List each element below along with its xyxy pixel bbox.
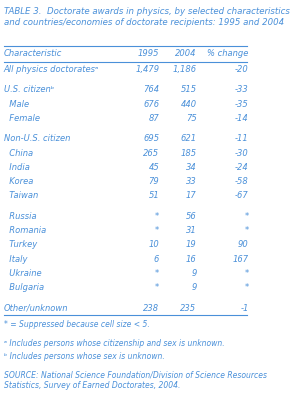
Text: *: * bbox=[155, 269, 159, 278]
Text: 90: 90 bbox=[238, 240, 249, 249]
Text: 33: 33 bbox=[186, 177, 196, 186]
Text: 764: 764 bbox=[143, 86, 159, 94]
Text: 2004: 2004 bbox=[175, 49, 196, 59]
Text: 621: 621 bbox=[180, 135, 196, 143]
Text: * = Suppressed because cell size < 5.: * = Suppressed because cell size < 5. bbox=[4, 320, 150, 329]
Text: Italy: Italy bbox=[4, 255, 27, 263]
Text: Female: Female bbox=[4, 114, 40, 123]
Text: 235: 235 bbox=[180, 304, 196, 312]
Text: Russia: Russia bbox=[4, 212, 36, 221]
Text: ᵃ Includes persons whose citizenship and sex is unknown.: ᵃ Includes persons whose citizenship and… bbox=[4, 339, 224, 347]
Text: 265: 265 bbox=[143, 149, 159, 158]
Text: 1995: 1995 bbox=[138, 49, 159, 59]
Text: -58: -58 bbox=[235, 177, 249, 186]
Text: TABLE 3.  Doctorate awards in physics, by selected characteristics
and countries: TABLE 3. Doctorate awards in physics, by… bbox=[4, 7, 290, 27]
Text: Other/unknown: Other/unknown bbox=[4, 304, 68, 312]
Text: India: India bbox=[4, 163, 30, 172]
Text: 45: 45 bbox=[148, 163, 159, 172]
Text: ᵇ Includes persons whose sex is unknown.: ᵇ Includes persons whose sex is unknown. bbox=[4, 351, 165, 361]
Text: -33: -33 bbox=[235, 86, 249, 94]
Text: -20: -20 bbox=[235, 65, 249, 74]
Text: *: * bbox=[155, 283, 159, 292]
Text: 167: 167 bbox=[233, 255, 249, 263]
Text: -24: -24 bbox=[235, 163, 249, 172]
Text: 440: 440 bbox=[180, 100, 196, 109]
Text: 10: 10 bbox=[148, 240, 159, 249]
Text: Ukraine: Ukraine bbox=[4, 269, 42, 278]
Text: 1,186: 1,186 bbox=[172, 65, 196, 74]
Text: *: * bbox=[244, 283, 249, 292]
Text: *: * bbox=[244, 212, 249, 221]
Text: -11: -11 bbox=[235, 135, 249, 143]
Text: Korea: Korea bbox=[4, 177, 33, 186]
Text: 9: 9 bbox=[191, 283, 196, 292]
Text: 79: 79 bbox=[148, 177, 159, 186]
Text: *: * bbox=[244, 269, 249, 278]
Text: U.S. citizenᵇ: U.S. citizenᵇ bbox=[4, 86, 54, 94]
Text: 676: 676 bbox=[143, 100, 159, 109]
Text: 185: 185 bbox=[180, 149, 196, 158]
Text: 75: 75 bbox=[186, 114, 196, 123]
Text: *: * bbox=[155, 226, 159, 235]
Text: Taiwan: Taiwan bbox=[4, 191, 38, 200]
Text: 6: 6 bbox=[154, 255, 159, 263]
Text: -1: -1 bbox=[240, 304, 249, 312]
Text: 16: 16 bbox=[186, 255, 196, 263]
Text: 51: 51 bbox=[148, 191, 159, 200]
Text: -14: -14 bbox=[235, 114, 249, 123]
Text: 19: 19 bbox=[186, 240, 196, 249]
Text: 34: 34 bbox=[186, 163, 196, 172]
Text: SOURCE: National Science Foundation/Division of Science Resources
Statistics, Su: SOURCE: National Science Foundation/Divi… bbox=[4, 370, 267, 390]
Text: Non-U.S. citizen: Non-U.S. citizen bbox=[4, 135, 70, 143]
Text: % change: % change bbox=[207, 49, 249, 59]
Text: 1,479: 1,479 bbox=[135, 65, 159, 74]
Text: -30: -30 bbox=[235, 149, 249, 158]
Text: 87: 87 bbox=[148, 114, 159, 123]
Text: 31: 31 bbox=[186, 226, 196, 235]
Text: 515: 515 bbox=[180, 86, 196, 94]
Text: Characteristic: Characteristic bbox=[4, 49, 62, 59]
Text: Turkey: Turkey bbox=[4, 240, 37, 249]
Text: Romania: Romania bbox=[4, 226, 46, 235]
Text: 17: 17 bbox=[186, 191, 196, 200]
Text: Male: Male bbox=[4, 100, 29, 109]
Text: *: * bbox=[155, 212, 159, 221]
Text: China: China bbox=[4, 149, 33, 158]
Text: Bulgaria: Bulgaria bbox=[4, 283, 44, 292]
Text: -67: -67 bbox=[235, 191, 249, 200]
Text: 238: 238 bbox=[143, 304, 159, 312]
Text: *: * bbox=[244, 226, 249, 235]
Text: 9: 9 bbox=[191, 269, 196, 278]
Text: -35: -35 bbox=[235, 100, 249, 109]
Text: 56: 56 bbox=[186, 212, 196, 221]
Text: All physics doctoratesᵃ: All physics doctoratesᵃ bbox=[4, 65, 99, 74]
Text: 695: 695 bbox=[143, 135, 159, 143]
